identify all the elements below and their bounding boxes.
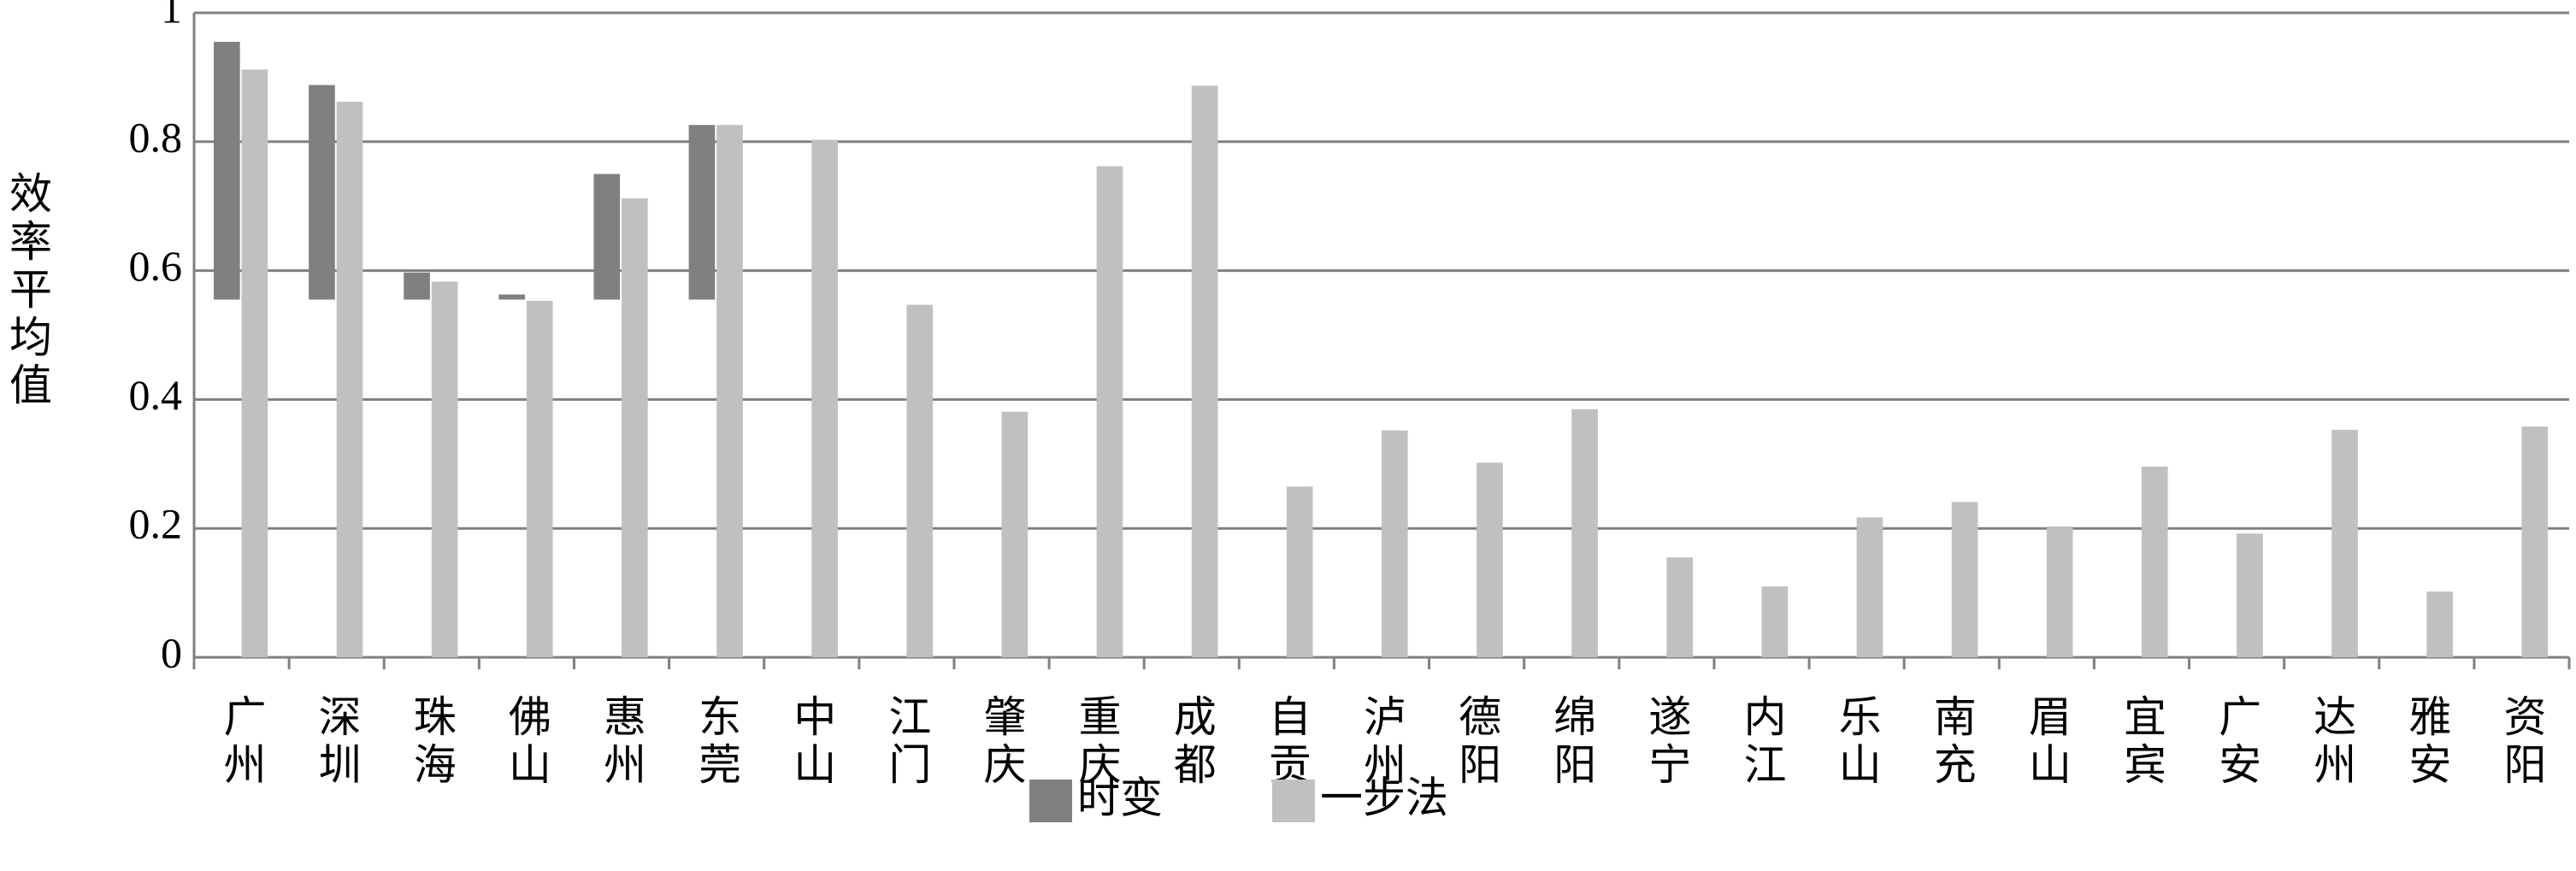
bar <box>1761 586 1789 657</box>
bar <box>213 41 240 300</box>
bar <box>593 174 621 300</box>
x-tick-label: 江门 <box>882 694 930 790</box>
bar <box>1666 557 1694 657</box>
y-tick-label: 1 <box>161 0 182 32</box>
legend-swatch <box>1272 780 1315 822</box>
x-tick-label: 佛山 <box>503 694 551 790</box>
bar <box>1096 166 1123 657</box>
y-tick-label: 0.4 <box>129 371 183 419</box>
x-tick-label: 东莞 <box>693 694 740 790</box>
y-axis-label: 效率平均值 <box>3 171 51 410</box>
x-tick-label: 内江 <box>1737 694 1785 790</box>
x-tick-label: 眉山 <box>2023 694 2071 790</box>
bar <box>1382 430 1408 657</box>
bar <box>2426 591 2453 657</box>
bar <box>622 198 648 658</box>
bar <box>688 125 716 300</box>
x-tick-label: 雅安 <box>2402 694 2450 790</box>
y-tick-label: 0.8 <box>129 113 183 161</box>
x-tick-label: 惠州 <box>598 694 645 790</box>
x-tick-label: 广安 <box>2213 694 2261 790</box>
legend-label: 时变 <box>1077 774 1163 821</box>
bar <box>336 102 363 657</box>
bar <box>241 69 268 658</box>
x-tick-label: 肇庆 <box>978 694 1026 790</box>
x-tick-label: 中山 <box>787 694 835 790</box>
bar <box>1286 486 1313 657</box>
bar <box>1477 462 1503 657</box>
bar <box>811 139 838 658</box>
bar <box>2331 429 2358 657</box>
bar <box>526 301 553 657</box>
x-tick-label: 遂宁 <box>1642 694 1690 790</box>
bar <box>1001 411 1029 657</box>
bar <box>906 304 934 657</box>
bar <box>1951 502 1978 657</box>
x-tick-label: 达州 <box>2308 694 2355 790</box>
y-tick-label: 0.6 <box>129 242 183 290</box>
x-tick-label: 自贡 <box>1263 694 1311 790</box>
x-tick-label: 成都 <box>1168 694 1216 790</box>
x-tick-label: 泸州 <box>1358 694 1406 790</box>
bar <box>2237 533 2263 657</box>
bar <box>498 294 526 300</box>
bar <box>1571 409 1598 657</box>
x-tick-label: 宜宾 <box>2118 694 2166 790</box>
x-tick-label: 重庆 <box>1073 694 1121 790</box>
x-tick-label: 绵阳 <box>1547 694 1595 790</box>
bar <box>404 272 430 300</box>
y-tick-label: 0.2 <box>129 500 183 548</box>
bar <box>431 281 458 657</box>
x-tick-label: 深圳 <box>313 694 361 790</box>
bar <box>2141 466 2168 657</box>
bar <box>716 125 743 658</box>
bar <box>1856 517 1883 657</box>
bar <box>2046 526 2073 657</box>
x-tick-label: 珠海 <box>408 694 456 790</box>
bar <box>1191 85 1218 657</box>
x-tick-label: 资阳 <box>2497 694 2545 790</box>
bar <box>2521 427 2549 657</box>
x-tick-label: 南充 <box>1928 694 1976 790</box>
x-tick-label: 广州 <box>218 694 266 790</box>
legend-label: 一步法 <box>1320 774 1448 821</box>
bar <box>309 85 335 300</box>
legend-swatch <box>1029 780 1072 822</box>
x-tick-label: 德阳 <box>1453 694 1500 790</box>
x-tick-label: 乐山 <box>1833 694 1881 790</box>
y-tick-label: 0 <box>161 628 182 676</box>
